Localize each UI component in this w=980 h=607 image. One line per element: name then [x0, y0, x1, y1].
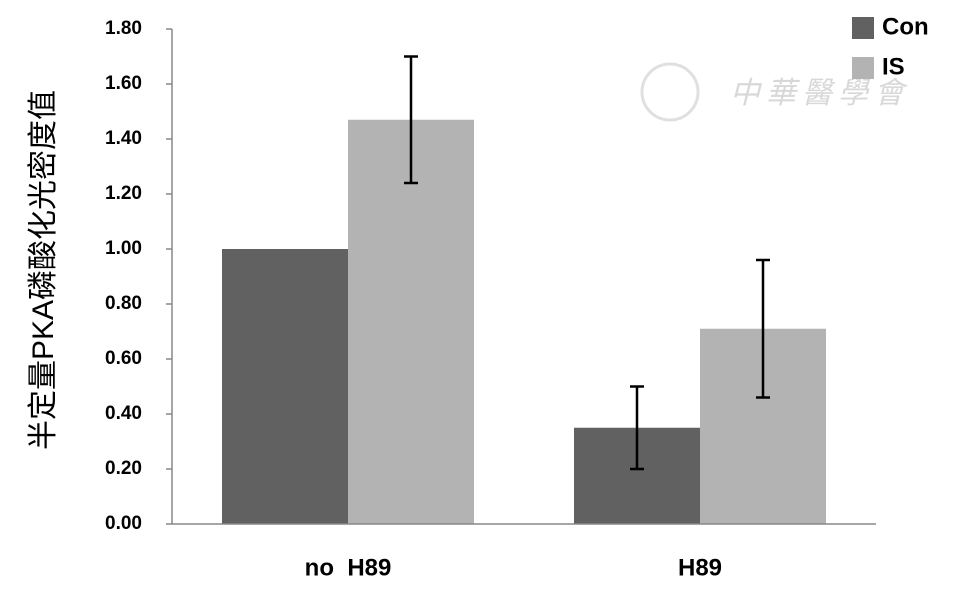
bar	[348, 119, 474, 524]
y-tick-label: 0.20	[105, 458, 142, 479]
legend-swatch	[852, 17, 874, 39]
legend-swatch	[852, 57, 874, 79]
x-tick-label: no H89	[305, 554, 392, 581]
y-axis-title: 半定量PKA磷酸化光密度值	[27, 90, 60, 450]
y-tick-label: 1.40	[105, 128, 142, 149]
y-tick-label: 1.60	[105, 73, 142, 94]
y-tick-label: 0.00	[105, 513, 142, 534]
y-tick-label: 0.40	[105, 403, 142, 424]
y-tick-label: 1.00	[105, 238, 142, 259]
watermark-logo	[640, 62, 700, 122]
legend-label: IS	[882, 53, 905, 80]
watermark: 中華醫學會	[730, 77, 910, 110]
legend-label: Con	[882, 13, 929, 40]
bar	[222, 249, 348, 524]
y-tick-label: 1.20	[105, 183, 142, 204]
y-tick-label: 0.80	[105, 293, 142, 314]
y-tick-label: 0.60	[105, 348, 142, 369]
x-tick-label: H89	[678, 554, 722, 581]
y-tick-label: 1.80	[105, 18, 142, 39]
